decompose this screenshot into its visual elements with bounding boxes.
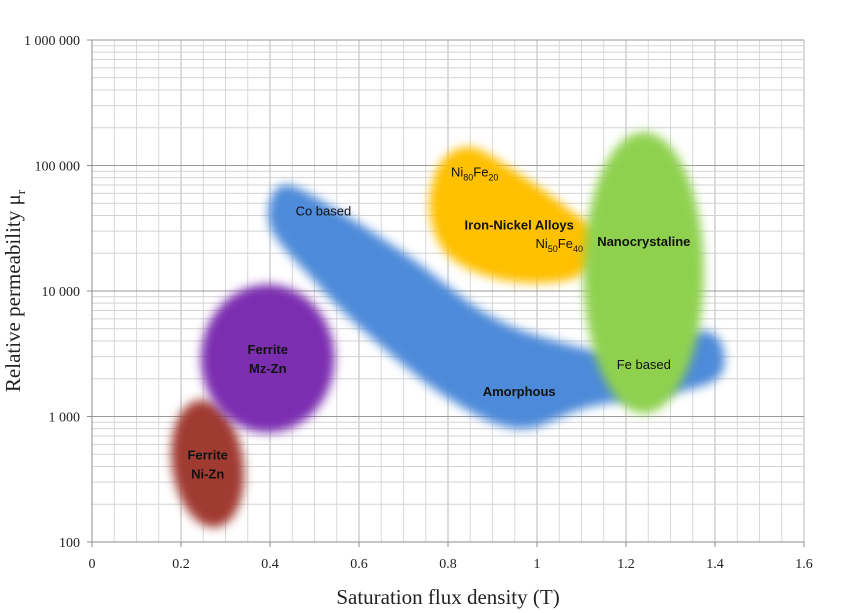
x-tick-label: 1 <box>534 557 541 572</box>
x-axis-label: Saturation flux density (T) <box>336 585 559 609</box>
ferrite-mz-zn-region <box>201 284 335 433</box>
ferrite-ni-zn-region <box>171 400 245 528</box>
x-tick-label: 0 <box>89 557 96 572</box>
ni50fe40-annotation: Ni50Fe40 <box>536 236 583 254</box>
x-tick-label: 0.4 <box>261 557 279 572</box>
amorphous-label: Amorphous <box>483 384 556 399</box>
x-tick-label: 1.2 <box>617 557 635 572</box>
nanocrystaline-region <box>583 132 704 414</box>
regions-layer <box>171 132 725 528</box>
x-tick-label: 0.2 <box>172 557 190 572</box>
ferrite-ni-zn-label: Ni-Zn <box>191 466 224 481</box>
x-tick-label: 0.8 <box>439 557 457 572</box>
fe-based-annotation: Fe based <box>617 357 671 372</box>
y-tick-label: 10 000 <box>42 285 81 300</box>
ni80fe20-annotation: Ni80Fe20 <box>451 164 498 182</box>
y-tick-label: 100 000 <box>35 160 81 175</box>
iron-nickel-alloys-label: Iron-Nickel Alloys <box>465 217 574 232</box>
ferrite-mz-zn-label: Ferrite <box>248 342 288 357</box>
ferrite-ni-zn-label: Ferrite <box>187 447 227 462</box>
y-tick-label: 1 000 000 <box>24 34 80 49</box>
axes-layer: 0 0.2 0.4 0.6 0.8 1 1.2 1.4 1.6 100 1 000 10 000 100… <box>24 34 813 572</box>
y-tick-label: 1 000 <box>49 411 81 426</box>
y-axis-label: Relative permeability μr <box>1 189 28 392</box>
x-tick-label: 0.6 <box>350 557 368 572</box>
co-based-annotation: Co based <box>296 203 352 218</box>
ferrite-mz-zn-label: Mz-Zn <box>249 361 287 376</box>
iron-nickel-alloys-region <box>429 147 600 283</box>
x-tick-label: 1.6 <box>795 557 813 572</box>
x-tick-label: 1.4 <box>706 557 724 572</box>
labels-layer: Amorphous Co based Fe based Ferrite Ni-Zn Fer… <box>187 164 690 481</box>
nanocrystaline-label: Nanocrystaline <box>597 234 690 249</box>
y-tick-label: 100 <box>59 536 80 551</box>
